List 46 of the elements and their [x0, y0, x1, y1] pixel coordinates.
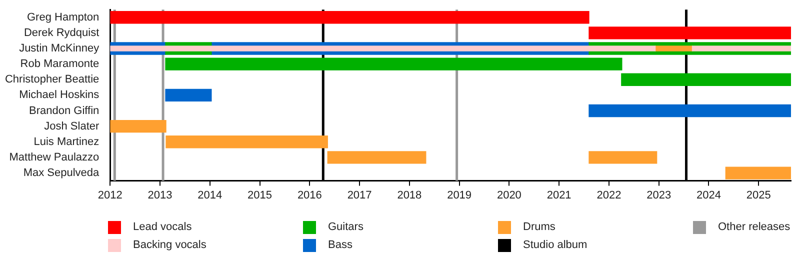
x-tick-label: 2022: [596, 189, 622, 202]
y-tick-label: Christopher Beattie: [4, 74, 100, 86]
x-tick-label: 2024: [696, 189, 721, 202]
bar: [165, 58, 622, 70]
bar: [110, 120, 166, 133]
x-tick-label: 2018: [397, 189, 422, 202]
legend-label: Other releases: [718, 221, 790, 233]
x-tick-label: 2012: [98, 189, 122, 202]
bar: [327, 151, 426, 164]
bar: [655, 46, 693, 52]
y-tick-label: Matthew Paulazzo: [9, 151, 100, 164]
bar: [588, 151, 658, 164]
y-tick-label: Brandon Giffin: [29, 104, 100, 117]
legend-label: Guitars: [328, 221, 364, 233]
y-tick-label: Max Sepulveda: [23, 167, 100, 180]
y-tick-label: Derek Rydquist: [24, 26, 100, 39]
y-tick-label: Luis Martinez: [34, 136, 100, 148]
legend-label: Lead vocals: [133, 221, 192, 233]
x-tick-label: 2017: [347, 189, 372, 202]
bar: [588, 26, 791, 40]
bar: [725, 166, 791, 180]
y-tick-label: Josh Slater: [44, 120, 100, 132]
x-tick-label: 2014: [198, 189, 222, 202]
y-tick-label: Justin McKinney: [19, 42, 100, 55]
y-tick-label: Rob Maramonte: [20, 58, 100, 70]
x-tick-label: 2015: [248, 189, 272, 202]
legend-label: Backing vocals: [133, 239, 206, 251]
y-tick-label: Greg Hampton: [27, 11, 100, 24]
bar: [165, 88, 212, 102]
bar: [621, 73, 791, 86]
x-tick-label: 2025: [746, 189, 771, 202]
x-tick-label: 2021: [546, 189, 572, 202]
bar: [692, 46, 791, 52]
bar: [110, 11, 590, 24]
legend-label: Drums: [523, 221, 556, 233]
legend-label: Bass: [328, 239, 352, 251]
bar: [110, 46, 656, 52]
legend-label: Studio album: [523, 239, 588, 251]
x-tick-label: 2016: [297, 189, 322, 202]
bar: [588, 104, 791, 118]
x-tick-label: 2020: [496, 189, 522, 202]
x-tick-label: 2013: [148, 189, 172, 202]
bar: [166, 136, 328, 148]
y-tick-label: Michael Hoskins: [19, 89, 100, 102]
x-tick-label: 2019: [447, 189, 472, 202]
x-tick-label: 2023: [646, 189, 672, 202]
